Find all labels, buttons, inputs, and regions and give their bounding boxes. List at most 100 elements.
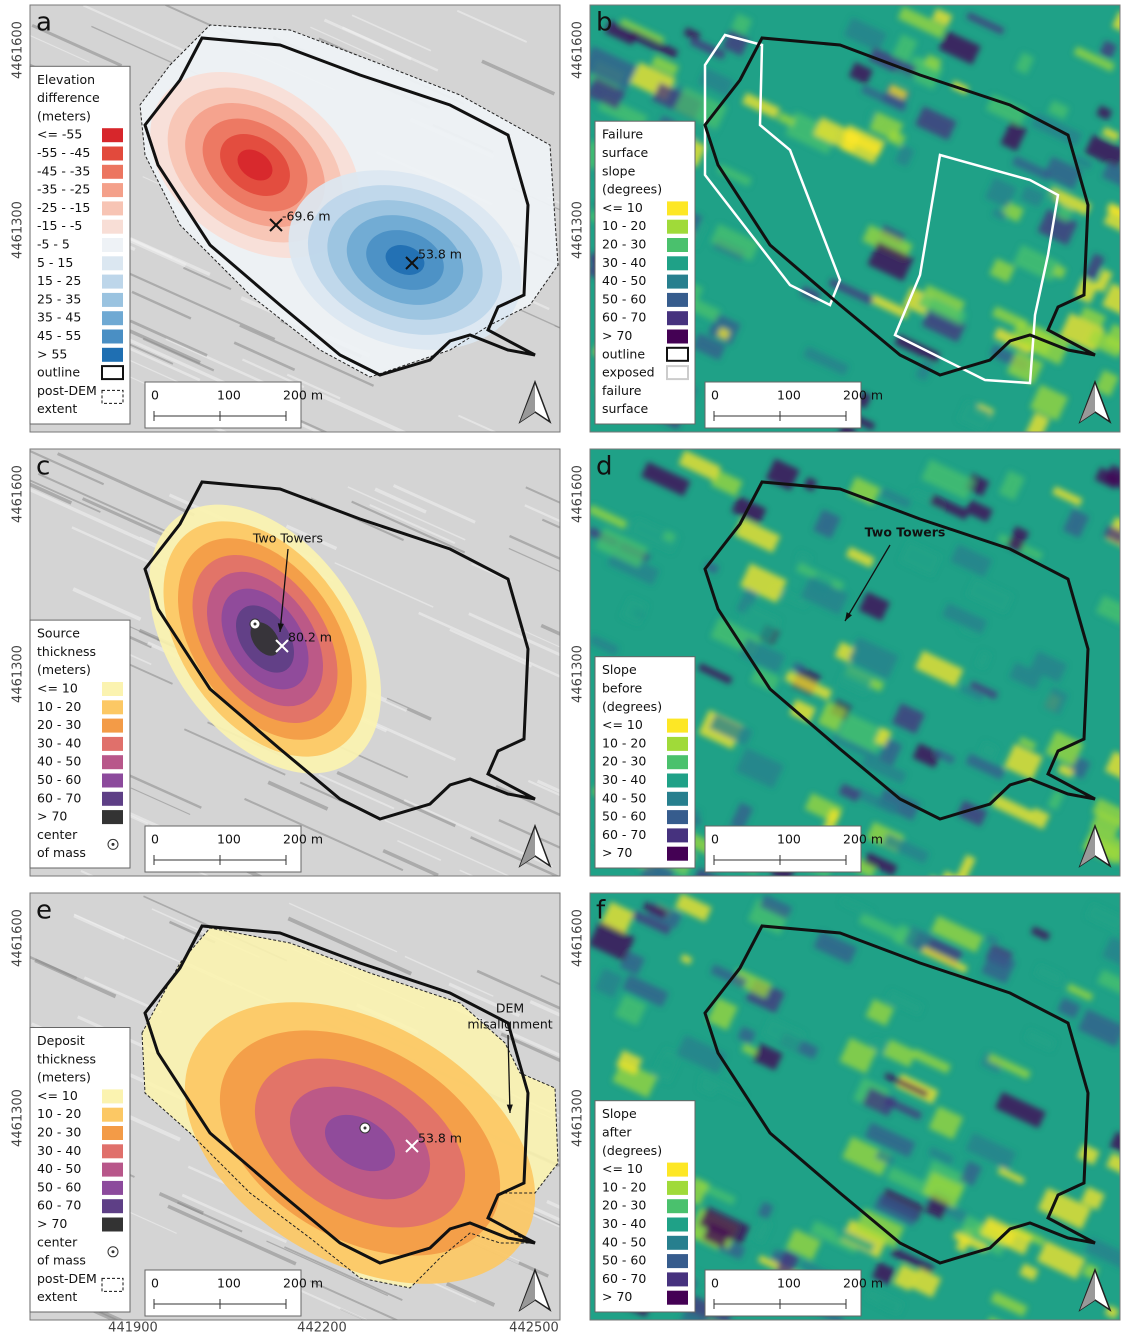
- legend-swatch: [102, 1181, 123, 1195]
- legend-title: thickness: [37, 644, 96, 659]
- legend-swatch: [102, 1218, 123, 1232]
- legend-swatch: [667, 828, 688, 842]
- legend-label: -25 - -15: [37, 200, 90, 215]
- legend-label: 60 - 70: [37, 790, 81, 805]
- legend-swatch: [102, 1199, 123, 1213]
- y-tick-label: 4461600: [571, 909, 586, 967]
- legend: Slopeafter(degrees)<= 1010 - 2020 - 3030…: [595, 1101, 695, 1312]
- x-tick-label: 442200: [297, 1321, 347, 1336]
- y-tick-label: 4461600: [11, 465, 26, 523]
- legend-swatch: [102, 165, 123, 179]
- legend-swatch: [667, 238, 688, 252]
- legend-label: 50 - 60: [602, 291, 646, 306]
- scale-label: 0: [711, 1276, 719, 1291]
- legend-swatch: [102, 792, 123, 806]
- legend-swatch: [667, 220, 688, 234]
- legend-label: extent: [37, 401, 77, 416]
- legend-swatch: [667, 275, 688, 289]
- legend-label: <= -55: [37, 127, 82, 142]
- legend-title: difference: [37, 90, 100, 105]
- legend-label: <= 10: [602, 717, 643, 732]
- legend-swatch-dot: [112, 1250, 115, 1253]
- legend-title: (degrees): [602, 182, 662, 197]
- legend-label: -45 - -35: [37, 163, 90, 178]
- legend-swatch: [667, 755, 688, 769]
- legend-title: Deposit: [37, 1033, 85, 1048]
- figure: -69.6 m53.8 maElevationdifference(meters…: [0, 0, 1126, 1336]
- scale-label: 100: [777, 1276, 801, 1291]
- legend: Sourcethickness(meters)<= 1010 - 2020 - …: [30, 620, 130, 868]
- y-tick-label: 4461300: [571, 645, 586, 703]
- legend-label: > 55: [37, 346, 67, 361]
- y-tick-label: 4461300: [571, 1089, 586, 1147]
- legend-swatch: [102, 220, 123, 234]
- scale-label: 0: [151, 388, 159, 403]
- legend-label: 45 - 55: [37, 328, 81, 343]
- legend-label: 60 - 70: [602, 310, 646, 325]
- scale-bar: 0100200 m: [705, 1270, 883, 1316]
- legend-label: -35 - -25: [37, 182, 90, 197]
- legend-swatch: [102, 348, 123, 362]
- legend-swatch: [102, 293, 123, 307]
- legend-label: 20 - 30: [602, 237, 646, 252]
- annotation: 80.2 m: [288, 630, 332, 645]
- legend: Failuresurfaceslope(degrees)<= 1010 - 20…: [595, 121, 695, 424]
- legend-swatch: [102, 238, 123, 252]
- legend-swatch: [667, 201, 688, 215]
- legend-label: 25 - 35: [37, 291, 81, 306]
- scale-bar: 0 100 200 m: [705, 826, 883, 872]
- legend-label: 60 - 70: [37, 1198, 81, 1213]
- y-tick-label: 4461300: [571, 201, 586, 259]
- scale-label: 200 m: [843, 832, 883, 847]
- scale-label: 0: [151, 1276, 159, 1291]
- legend-label: > 70: [37, 1216, 67, 1231]
- legend-label: <= 10: [37, 681, 78, 696]
- legend-swatch: [667, 719, 688, 733]
- panel-letter: f: [596, 896, 606, 926]
- legend-label: 10 - 20: [602, 1179, 646, 1194]
- panel-letter: b: [596, 8, 613, 38]
- scale-label: 100: [217, 1276, 241, 1291]
- legend-label: post-DEM: [37, 383, 97, 398]
- legend-label: 40 - 50: [602, 1234, 646, 1249]
- legend-swatch: [667, 366, 688, 379]
- legend-swatch: [667, 330, 688, 344]
- scale-label: 0: [711, 832, 719, 847]
- legend-label: <= 10: [602, 1161, 643, 1176]
- legend-label: 50 - 60: [37, 1179, 81, 1194]
- legend-swatch: [102, 700, 123, 714]
- panel-letter: d: [596, 452, 613, 482]
- scale-bar: 0100200 m: [145, 382, 323, 428]
- legend-label: 40 - 50: [602, 273, 646, 288]
- legend-label: 40 - 50: [37, 1161, 81, 1176]
- legend-title: (degrees): [602, 1143, 662, 1158]
- legend-swatch: [667, 1236, 688, 1250]
- scale-label: 100: [777, 832, 801, 847]
- legend-label: <= 10: [37, 1088, 78, 1103]
- legend-swatch: [667, 810, 688, 824]
- legend-swatch: [102, 1126, 123, 1140]
- legend-swatch: [102, 275, 123, 289]
- legend-title: Elevation: [37, 72, 95, 87]
- legend-swatch: [667, 293, 688, 307]
- legend-swatch: [102, 1108, 123, 1122]
- legend-label: of mass: [37, 1253, 86, 1268]
- legend-swatch: [102, 330, 123, 344]
- scale-label: 0: [151, 832, 159, 847]
- legend-title: (meters): [37, 1070, 91, 1085]
- legend-title: after: [602, 1125, 632, 1140]
- legend-label: 60 - 70: [602, 1271, 646, 1286]
- panel-letter: c: [36, 452, 50, 482]
- legend-label: 10 - 20: [602, 218, 646, 233]
- legend-swatch: [102, 810, 123, 824]
- legend-label: surface: [602, 401, 649, 416]
- legend-label: -5 - 5: [37, 237, 70, 252]
- legend-label: 5 - 15: [37, 255, 73, 270]
- legend-swatch: [102, 774, 123, 788]
- legend-swatch: [102, 755, 123, 769]
- scale-bar: 0100200 m: [145, 1270, 323, 1316]
- annotation: Two Towers: [865, 525, 946, 540]
- scale-label: 200 m: [283, 388, 323, 403]
